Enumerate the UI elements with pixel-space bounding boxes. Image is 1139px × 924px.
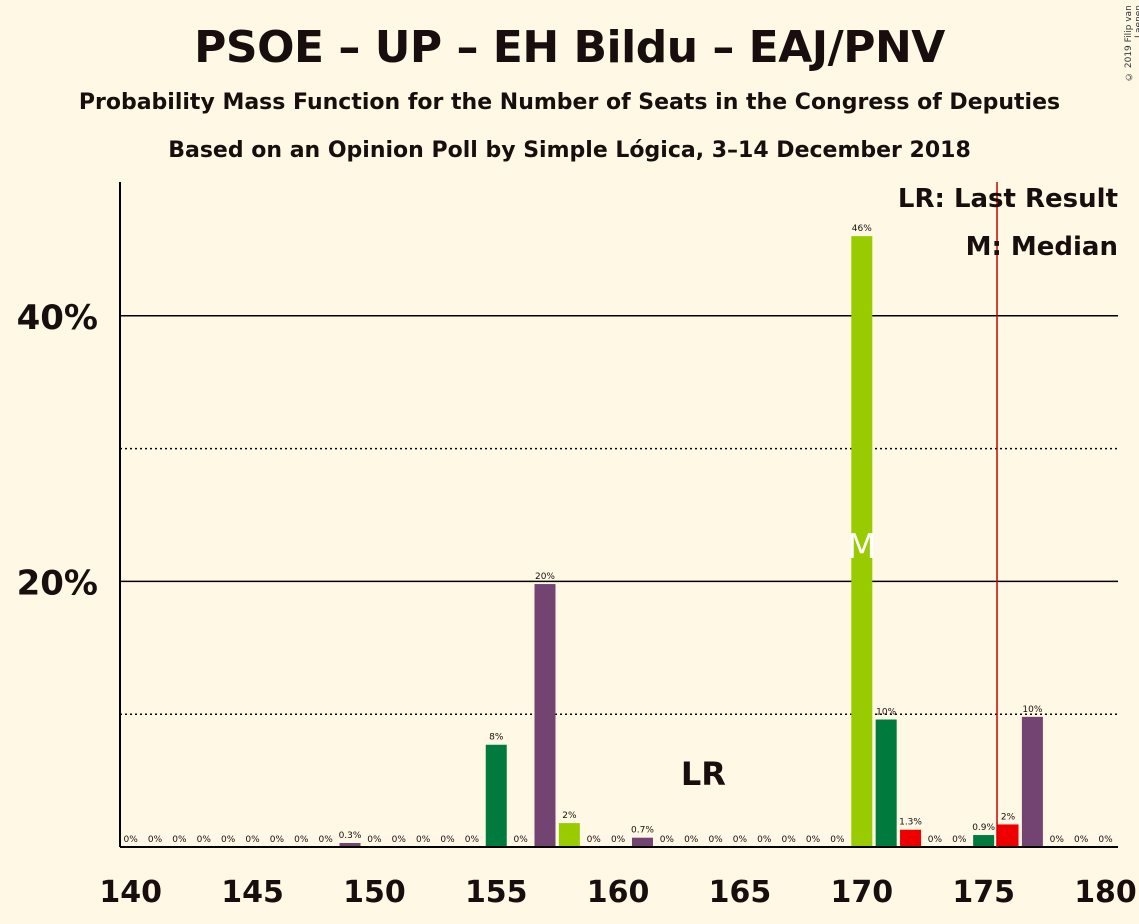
bar-label-163: 0% [684,835,699,845]
x-tick-label: 175 [952,875,1015,910]
legend-last-result: LR: Last Result [897,184,1118,214]
x-tick-label: 155 [465,875,528,910]
bar-label-150: 0% [367,835,382,845]
bar-label-152: 0% [416,835,431,845]
bar-label-159: 0% [587,835,602,845]
bar-seat-170 [851,236,873,847]
bar-seat-172 [900,829,922,847]
bar-seat-161 [631,837,653,847]
bar-seat-171 [875,719,897,847]
median-marker: M [847,527,876,567]
bar-label-161: 0.7% [631,826,654,836]
last-result-marker: LR [681,755,726,793]
bar-label-166: 0% [757,835,772,845]
bar-label-172: 1.3% [899,818,922,828]
x-tick-label: 170 [830,875,893,910]
x-tick-label: 145 [221,875,284,910]
bar-seat-176 [997,824,1019,847]
grid-lines [120,315,1118,715]
bar-label-141: 0% [148,835,163,845]
bar-label-177: 10% [1022,705,1042,715]
bar-label-142: 0% [172,835,187,845]
x-tick-label: 150 [343,875,406,910]
x-tick-label: 180 [1074,875,1137,910]
bar-label-175: 0.9% [972,823,995,833]
bar-seat-155 [485,744,507,847]
bar-seat-158 [558,823,580,847]
bar-label-179: 0% [1074,835,1089,845]
bar-seat-177 [1021,716,1043,847]
bar-label-170: 46% [852,224,872,234]
axes-group: 20% 40% 140 145 150 155 160 165 170 175 180 [17,182,1137,910]
bar-label-180: 0% [1098,835,1113,845]
bar-label-146: 0% [270,835,285,845]
y-tick-label: 20% [17,563,98,603]
bar-seat-175 [973,835,995,847]
bar-label-171: 10% [876,708,896,718]
bar-label-153: 0% [440,835,455,845]
bar-label-164: 0% [708,835,723,845]
bar-label-154: 0% [465,835,480,845]
bar-label-168: 0% [806,835,821,845]
bar-seat-149 [339,843,361,847]
bar-seat-157 [534,584,556,847]
bar-label-145: 0% [245,835,260,845]
bar-label-157: 20% [535,572,555,582]
bar-label-160: 0% [611,835,626,845]
bar-label-167: 0% [782,835,797,845]
x-tick-label: 160 [587,875,650,910]
bar-label-148: 0% [319,835,334,845]
bar-label-165: 0% [733,835,748,845]
bar-labels-group: 0% 0% 0% 0% 0% 0% 0% 0% 0% 0.3% 0% 0% 0% 0% 0% 8% 0% 20% 2… [124,224,1114,845]
bar-label-176: 2% [1001,812,1016,822]
bar-label-140: 0% [124,835,139,845]
bar-label-149: 0.3% [339,831,362,841]
bar-label-173: 0% [928,835,943,845]
bar-label-174: 0% [952,835,967,845]
x-tick-label: 165 [709,875,772,910]
bar-label-143: 0% [197,835,212,845]
x-tick-label: 140 [99,875,162,910]
legend-median: M: Median [965,232,1118,262]
chart-source-line: Based on an Opinion Poll by Simple Lógic… [168,138,971,163]
bar-label-156: 0% [513,835,528,845]
bar-label-144: 0% [221,835,236,845]
bar-label-169: 0% [830,835,845,845]
chart-subtitle: Probability Mass Function for the Number… [78,90,1061,115]
bars-group [339,236,1043,847]
bar-label-155: 8% [489,733,504,743]
bar-label-151: 0% [392,835,407,845]
bar-label-178: 0% [1050,835,1065,845]
y-tick-label: 40% [17,298,98,338]
chart-title: PSOE – UP – EH Bildu – EAJ/PNV [194,22,945,73]
bar-label-158: 2% [562,811,577,821]
bar-label-162: 0% [660,835,675,845]
bar-label-147: 0% [294,835,309,845]
overlay-group: LR M [681,182,998,847]
